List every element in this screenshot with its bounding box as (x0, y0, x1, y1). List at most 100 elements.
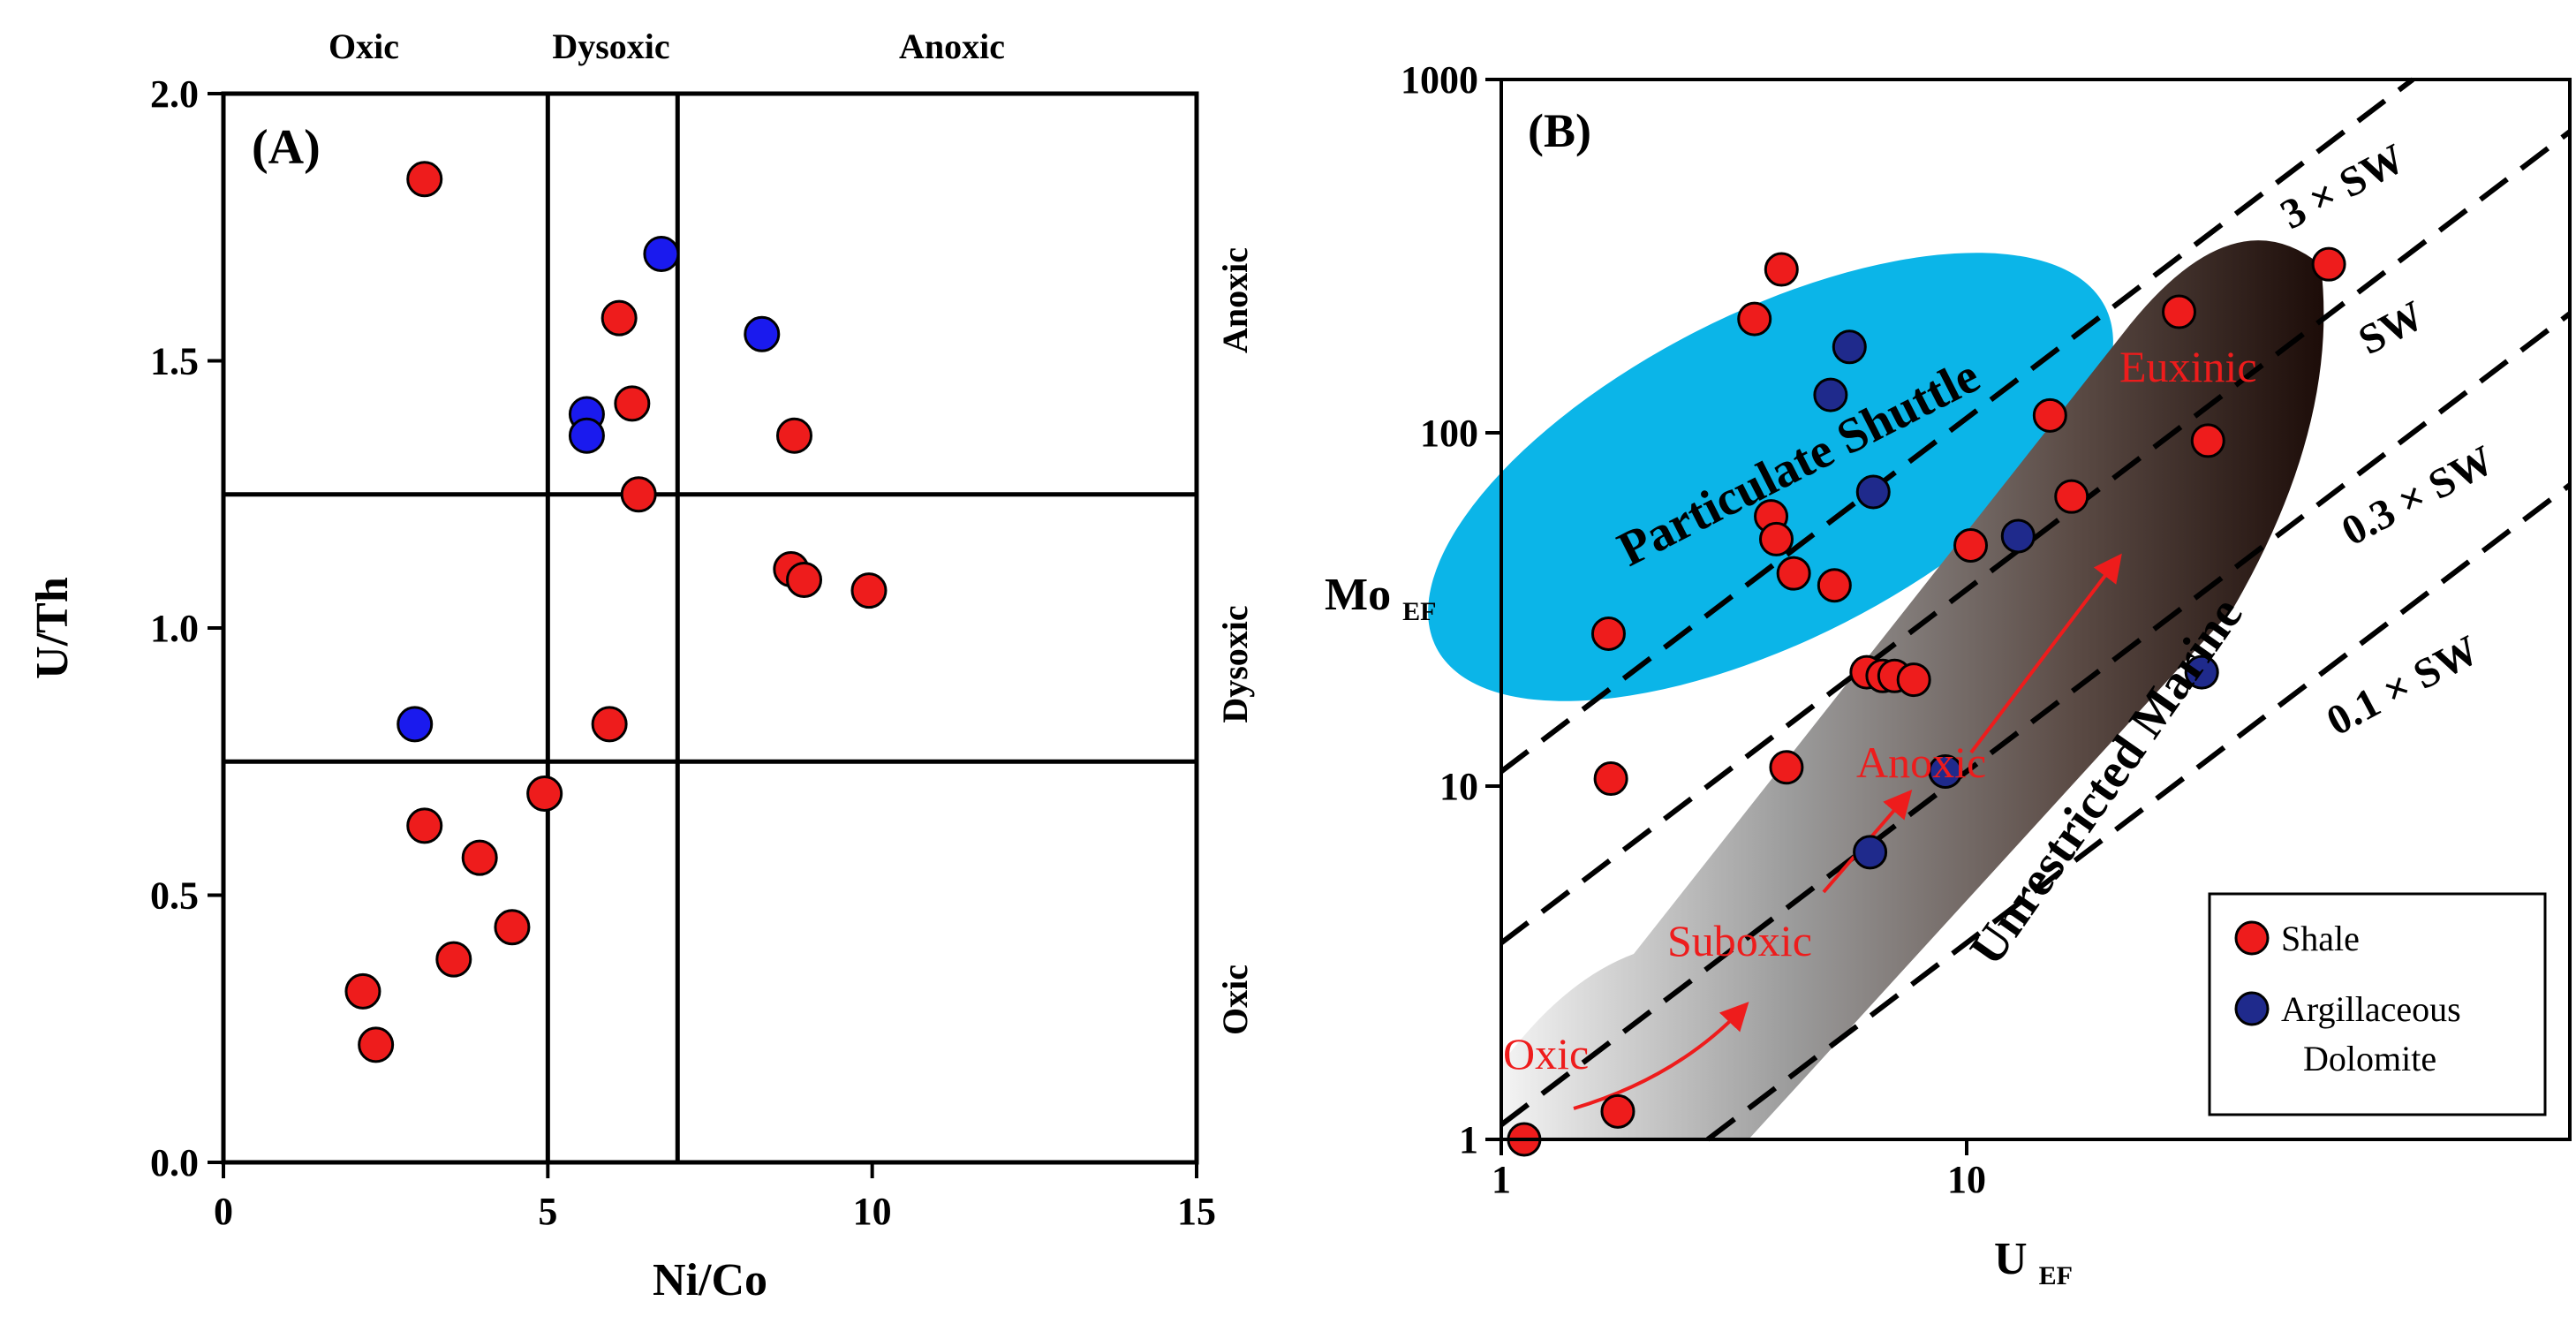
panel-a-data-points (344, 161, 888, 1063)
panel-b-x-tick-label: 1 (1492, 1158, 1511, 1201)
line-label-3xsw: 3 × SW (2273, 135, 2412, 238)
panel-a-top-zone-anoxic: Anoxic (899, 26, 1005, 66)
panel-b-y-axis-label-sub: EF (1402, 597, 1436, 626)
redox-label-suboxic: Suboxic (1667, 916, 1812, 965)
panel-a-right-zone-anoxic: Anoxic (1215, 247, 1255, 353)
legend-marker-shale (2234, 920, 2270, 956)
panel-a-x-tick-label: 10 (853, 1190, 892, 1233)
panel-b-x-tick-label: 10 (1947, 1158, 1986, 1201)
panel-b-y-tick-label: 100 (1420, 412, 1478, 455)
panel-a-y-tick-label: 1.5 (150, 340, 199, 383)
panel-a-point-shale (601, 299, 638, 337)
panel-b-point-shale (2032, 397, 2067, 433)
panel-b-x-axis-label-main: U (1994, 1234, 2028, 1284)
panel-a-point-shale (406, 161, 443, 198)
panel-a-point-shale (406, 807, 443, 844)
panel-a-y-tick-label: 0.5 (150, 874, 199, 918)
panel-a-point-shale (786, 562, 823, 599)
panel-b-point-shale (1590, 616, 1626, 651)
panel-b-point-shale (1764, 252, 1799, 287)
panel-b-point-shale (1769, 750, 1804, 785)
panel-a-point-argillaceous-dolomite (643, 236, 680, 272)
panel-a-zone-lines (223, 94, 1197, 1162)
panel-a-point-shale (850, 572, 888, 609)
legend-marker-argillaceous-dolomite (2234, 991, 2270, 1026)
line-label-sw: SW (2351, 291, 2431, 364)
panel-b-label: (B) (1528, 104, 1591, 157)
panel-a-label: (A) (252, 120, 321, 175)
legend-label-dolomite: Dolomite (2303, 1039, 2436, 1078)
panel-b-point-shale (2162, 294, 2197, 329)
line-label-0-3xsw: 0.3 × SW (2334, 436, 2501, 555)
panel-a-axis-ticks: 0 5 10 15 0.0 0.5 1.0 1.5 2.0 (150, 72, 1216, 1233)
panel-b-point-argillaceous-dolomite (1832, 329, 1867, 365)
panel-a-y-tick-label: 1.0 (150, 607, 199, 650)
line-label-0-1xsw: 0.1 × SW (2319, 626, 2486, 745)
panel-b-point-shale (2311, 246, 2346, 282)
panel-b-data-points (1507, 246, 2346, 1157)
panel-b-plot-frame (1500, 78, 2572, 1141)
panel-a-right-zone-dysoxic: Dysoxic (1215, 605, 1255, 723)
panel-b-sw-line-2 (1500, 129, 2572, 945)
panel-b-point-shale (1758, 521, 1794, 556)
panel-a-y-axis-label: U/Th (27, 577, 78, 679)
panel-a-point-argillaceous-dolomite (397, 706, 434, 743)
panel-b-sw-line-1 (1500, 77, 2414, 774)
panel-b-point-shale (1737, 301, 1772, 337)
panel-b-y-axis-label-main: Mo (1325, 570, 1391, 620)
panel-a-x-tick-label: 5 (538, 1190, 557, 1233)
panel-a-y-tick-label: 0.0 (150, 1141, 199, 1184)
panel-b-y-tick-label: 1 (1459, 1118, 1478, 1161)
anoxic-to-euxinic-arrow (1969, 553, 2122, 754)
redox-label-euxinic: Euxinic (2119, 342, 2257, 391)
panel-b-sw-line-4 (1706, 482, 2572, 1142)
panel-a-point-argillaceous-dolomite (744, 315, 781, 352)
panel-a-x-axis-label: Ni/Co (653, 1255, 767, 1305)
panel-b-x-axis-label: U EF (1994, 1234, 2073, 1290)
panel-b-point-shale (1776, 556, 1811, 591)
panel-b-point-shale (1600, 1093, 1635, 1129)
panel-a-ni-co-vs-u-th: 0 5 10 15 0.0 0.5 1.0 1.5 2.0 (A) Oxic Dysoxic A… (27, 26, 1255, 1305)
panel-a-point-shale (591, 706, 628, 743)
panel-b-point-shale (1593, 761, 1628, 797)
panel-b-point-argillaceous-dolomite (1928, 753, 1963, 789)
panel-a-point-shale (344, 972, 381, 1010)
panel-b-point-shale (1953, 528, 1989, 564)
panel-b-x-axis-label-sub: EF (2039, 1261, 2073, 1290)
panel-a-x-tick-label: 0 (214, 1190, 233, 1233)
legend-label-argillaceous: Argillaceous (2281, 989, 2461, 1029)
panel-b-point-argillaceous-dolomite (2184, 654, 2219, 690)
panel-b-point-argillaceous-dolomite (1813, 377, 1848, 412)
panel-a-point-shale (358, 1026, 395, 1063)
panel-a-point-shale (614, 385, 651, 422)
panel-a-point-shale (435, 941, 472, 978)
panel-a-point-shale (620, 476, 657, 513)
panel-a-top-zone-oxic: Oxic (329, 26, 399, 66)
panel-b-y-tick-label: 10 (1439, 765, 1478, 808)
panel-a-right-zone-oxic: Oxic (1215, 965, 1255, 1035)
panel-b-point-shale (2190, 423, 2225, 458)
panel-a-point-shale (776, 417, 813, 454)
redox-label-anoxic: Anoxic (1856, 738, 1986, 787)
panel-b-uef-vs-moef: (B) Particulate Shuttle Unrestricted Mar… (1325, 58, 2572, 1290)
panel-a-y-tick-label: 2.0 (150, 72, 199, 116)
panel-a-top-zone-dysoxic: Dysoxic (552, 26, 669, 66)
redox-label-oxic: Oxic (1503, 1029, 1589, 1078)
panel-b-point-argillaceous-dolomite (1855, 474, 1891, 510)
panel-a-point-shale (461, 839, 498, 876)
panel-b-point-shale (1817, 568, 1852, 603)
panel-b-y-tick-label: 1000 (1401, 58, 1478, 102)
panel-b-point-argillaceous-dolomite (2000, 518, 2036, 554)
oxic-to-suboxic-arrow (1573, 1002, 1749, 1110)
panel-b-point-shale (1896, 662, 1931, 698)
panel-b-sw-line-3 (1500, 311, 2572, 1127)
panel-b-plot-area (1428, 77, 2572, 1157)
panel-a-point-shale (526, 775, 563, 813)
panel-a-point-shale (494, 909, 531, 946)
particulate-shuttle-region (1428, 253, 2113, 701)
legend-label-shale: Shale (2281, 919, 2360, 958)
panel-b-y-axis-label: Mo EF (1325, 570, 1436, 626)
panel-b-legend: Shale Argillaceous Dolomite (2208, 892, 2547, 1116)
panel-b-axis-ticks (1485, 78, 1968, 1155)
